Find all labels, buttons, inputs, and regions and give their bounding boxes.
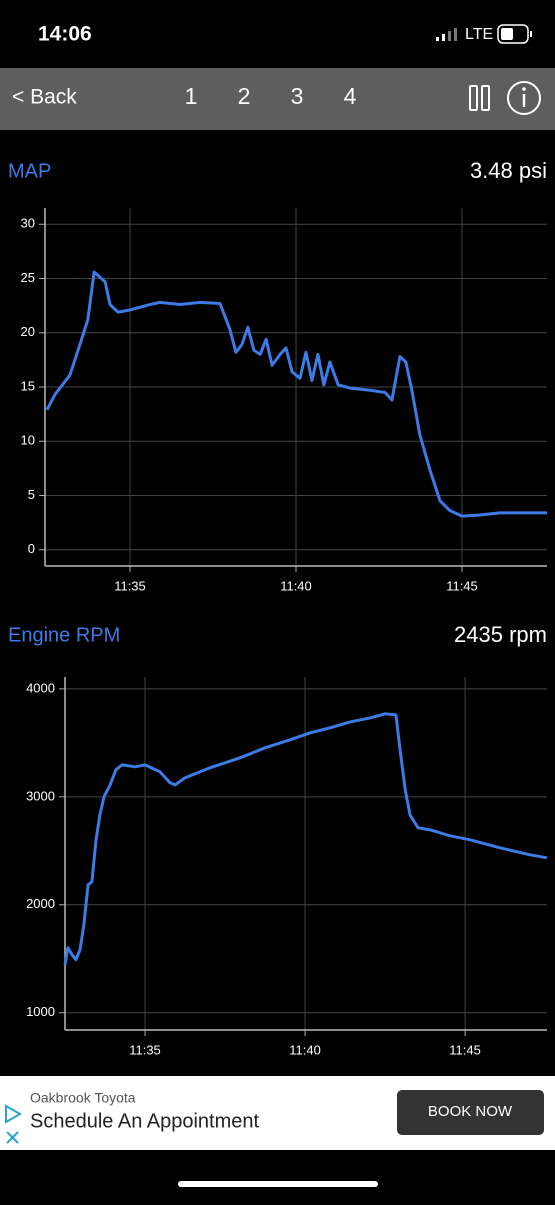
x-tick-label: 11:45 — [446, 578, 478, 593]
data-line — [45, 270, 547, 518]
y-tick-label: 10 — [21, 433, 35, 448]
chart-title: Engine RPM — [8, 624, 120, 646]
back-button[interactable]: < Back — [12, 86, 77, 109]
status-time: 14:06 — [38, 23, 92, 46]
y-tick-label: 0 — [28, 541, 35, 556]
y-tick-label: 5 — [28, 487, 35, 502]
tab[interactable]: 1 — [185, 83, 198, 109]
battery-icon — [497, 24, 532, 44]
y-tick-label: 2000 — [26, 896, 55, 911]
y-tick-label: 1000 — [26, 1004, 55, 1019]
pause-button[interactable] — [469, 85, 490, 111]
current-value: 2435 rpm — [454, 622, 547, 647]
y-tick-label: 4000 — [26, 680, 55, 695]
chart-title: MAP — [8, 160, 51, 182]
ad-choices-icon[interactable] — [5, 1104, 23, 1144]
data-line — [63, 712, 548, 966]
y-tick-label: 25 — [21, 270, 35, 285]
status-network: LTE — [465, 26, 493, 43]
y-tick-label: 30 — [21, 216, 35, 231]
y-tick-label: 20 — [21, 324, 35, 339]
charts: 0 5 10 15 20 25 30 11:35 11:40 11:45 1000 2000 3000 4… — [21, 208, 548, 1057]
info-button[interactable] — [507, 81, 541, 115]
ad-headline: Schedule An Appointment — [30, 1110, 260, 1132]
ad-button[interactable] — [397, 1090, 544, 1135]
ad-advertiser: Oakbrook Toyota — [30, 1090, 136, 1106]
home-indicator — [178, 1181, 378, 1187]
x-tick-label: 11:40 — [280, 578, 312, 593]
current-value: 3.48 psi — [470, 158, 547, 183]
x-tick-label: 11:35 — [114, 578, 146, 593]
signal-icon — [436, 28, 457, 41]
tab[interactable]: 3 — [291, 83, 304, 109]
nav-bar — [0, 68, 555, 130]
y-tick-label: 15 — [21, 378, 35, 393]
x-tick-label: 11:35 — [129, 1042, 161, 1057]
x-tick-label: 11:40 — [289, 1042, 321, 1057]
x-tick-label: 11:45 — [449, 1042, 481, 1057]
y-tick-label: 3000 — [26, 788, 55, 803]
tab[interactable]: 4 — [344, 83, 357, 109]
tab[interactable]: 2 — [238, 83, 251, 109]
ad-button-label[interactable]: BOOK NOW — [428, 1103, 513, 1120]
